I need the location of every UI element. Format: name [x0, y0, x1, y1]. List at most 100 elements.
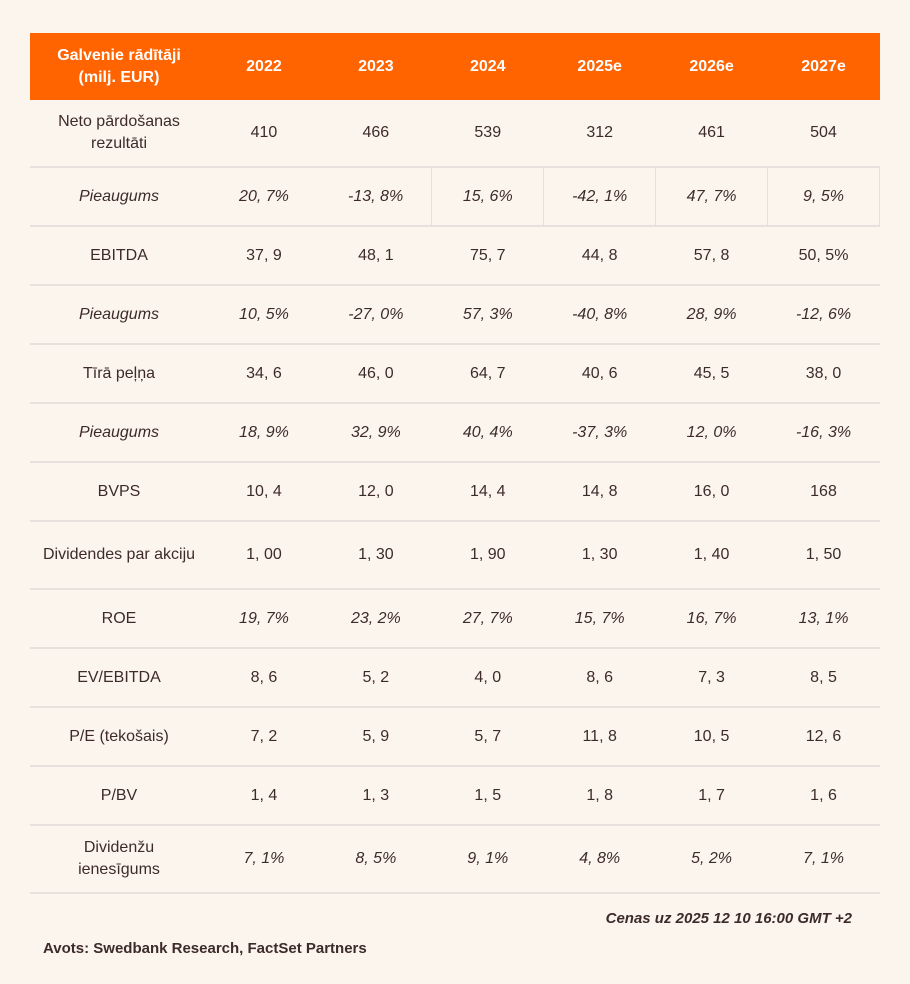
- table-cell: 312: [543, 100, 656, 168]
- row-label: Tīrā peļņa: [30, 344, 208, 404]
- table-header-row: Galvenie rādītāji (milj. EUR) 2022 2023 202…: [30, 33, 880, 100]
- table-row: Pieaugums 10, 5% -27, 0% 57, 3% -40, 8% 28, 9…: [30, 285, 880, 345]
- table-cell: 14, 8: [543, 462, 656, 522]
- row-label: Pieaugums: [30, 167, 208, 227]
- row-label: Neto pārdošanas rezultāti: [30, 100, 208, 168]
- table-cell: 23, 2%: [319, 589, 432, 649]
- table-cell: 64, 7: [431, 344, 544, 404]
- row-label: ROE: [30, 589, 208, 649]
- table-cell: 13, 1%: [767, 589, 880, 649]
- table-cell: 1, 4: [208, 766, 320, 826]
- table-cell: 1, 90: [431, 521, 544, 590]
- table-cell: 15, 7%: [543, 589, 656, 649]
- table-cell: -27, 0%: [319, 285, 432, 345]
- row-label: BVPS: [30, 462, 208, 522]
- table-cell: 46, 0: [319, 344, 432, 404]
- source-note: Avots: Swedbank Research, FactSet Partne…: [43, 940, 367, 957]
- table-cell: 34, 6: [208, 344, 320, 404]
- table-cell: 47, 7%: [655, 167, 768, 227]
- row-label: Dividendes par akciju: [30, 521, 208, 590]
- table-row: Pieaugums 20, 7% -13, 8% 15, 6% -42, 1% 47, 7…: [30, 167, 880, 227]
- table-cell: -40, 8%: [543, 285, 656, 345]
- header-year: 2022: [208, 33, 320, 100]
- table-cell: 8, 5: [767, 648, 880, 708]
- table-cell: 9, 5%: [767, 167, 880, 227]
- table-cell: 5, 9: [319, 707, 432, 767]
- table-cell: 12, 0%: [655, 403, 768, 463]
- table-cell: 12, 6: [767, 707, 880, 767]
- table-cell: 45, 5: [655, 344, 768, 404]
- table-cell: -37, 3%: [543, 403, 656, 463]
- header-metric: Galvenie rādītāji (milj. EUR): [30, 33, 208, 100]
- table-row: BVPS 10, 4 12, 0 14, 4 14, 8 16, 0 168: [30, 462, 880, 522]
- table-cell: 44, 8: [543, 226, 656, 286]
- table-cell: 1, 8: [543, 766, 656, 826]
- table-cell: 15, 6%: [431, 167, 544, 227]
- table-cell: 1, 00: [208, 521, 320, 590]
- table-cell: 48, 1: [319, 226, 432, 286]
- row-label: EBITDA: [30, 226, 208, 286]
- table-cell: 50, 5%: [767, 226, 880, 286]
- table-cell: 5, 2: [319, 648, 432, 708]
- table-cell: 40, 4%: [431, 403, 544, 463]
- table-cell: 38, 0: [767, 344, 880, 404]
- key-figures-table: Galvenie rādītāji (milj. EUR) 2022 2023 202…: [30, 33, 880, 894]
- header-year: 2026e: [655, 33, 768, 100]
- table-cell: 57, 3%: [431, 285, 544, 345]
- table-cell: 40, 6: [543, 344, 656, 404]
- table-cell: 16, 0: [655, 462, 768, 522]
- table-row: P/E (tekošais) 7, 2 5, 9 5, 7 11, 8 10, 5 12, …: [30, 707, 880, 767]
- table-cell: 10, 5%: [208, 285, 320, 345]
- table-cell: 27, 7%: [431, 589, 544, 649]
- row-label: Dividenžu ienesīgums: [30, 825, 208, 894]
- table-cell: 7, 3: [655, 648, 768, 708]
- table-cell: 14, 4: [431, 462, 544, 522]
- table-cell: 37, 9: [208, 226, 320, 286]
- table-cell: 1, 30: [319, 521, 432, 590]
- table-cell: 4, 8%: [543, 825, 656, 894]
- row-label: EV/EBITDA: [30, 648, 208, 708]
- table-cell: 1, 7: [655, 766, 768, 826]
- table-cell: 8, 6: [543, 648, 656, 708]
- table-row: Dividenžu ienesīgums 7, 1% 8, 5% 9, 1% 4, 8%…: [30, 825, 880, 894]
- table-cell: 168: [767, 462, 880, 522]
- table-row: Tīrā peļņa 34, 6 46, 0 64, 7 40, 6 45, 5 38, 0: [30, 344, 880, 404]
- table-cell: 466: [319, 100, 432, 168]
- table-cell: 20, 7%: [208, 167, 320, 227]
- table-cell: 11, 8: [543, 707, 656, 767]
- table-cell: 7, 2: [208, 707, 320, 767]
- table-cell: 16, 7%: [655, 589, 768, 649]
- table-cell: 9, 1%: [431, 825, 544, 894]
- table-cell: 7, 1%: [208, 825, 320, 894]
- table-row: EV/EBITDA 8, 6 5, 2 4, 0 8, 6 7, 3 8, 5: [30, 648, 880, 708]
- table-cell: 1, 30: [543, 521, 656, 590]
- table-row: ROE 19, 7% 23, 2% 27, 7% 15, 7% 16, 7% 13, 1%: [30, 589, 880, 649]
- table-cell: 539: [431, 100, 544, 168]
- table-cell: 461: [655, 100, 768, 168]
- row-label: Pieaugums: [30, 403, 208, 463]
- table-row: EBITDA 37, 9 48, 1 75, 7 44, 8 57, 8 50, 5%: [30, 226, 880, 286]
- table-cell: 32, 9%: [319, 403, 432, 463]
- table-cell: 10, 4: [208, 462, 320, 522]
- table-cell: 57, 8: [655, 226, 768, 286]
- price-date-note: Cenas uz 2025 12 10 16:00 GMT +2: [605, 910, 852, 927]
- table-cell: 1, 40: [655, 521, 768, 590]
- table-cell: 75, 7: [431, 226, 544, 286]
- header-year: 2023: [319, 33, 432, 100]
- table-row: Neto pārdošanas rezultāti 410 466 539 312 461…: [30, 100, 880, 168]
- table-cell: 10, 5: [655, 707, 768, 767]
- table-cell: 18, 9%: [208, 403, 320, 463]
- table-row: Dividendes par akciju 1, 00 1, 30 1, 90 1, 3…: [30, 521, 880, 590]
- table-cell: 1, 50: [767, 521, 880, 590]
- row-label: P/BV: [30, 766, 208, 826]
- table-cell: 410: [208, 100, 320, 168]
- table-cell: 28, 9%: [655, 285, 768, 345]
- table-cell: 19, 7%: [208, 589, 320, 649]
- table-cell: 12, 0: [319, 462, 432, 522]
- table-cell: 1, 6: [767, 766, 880, 826]
- table-cell: -42, 1%: [543, 167, 656, 227]
- table-cell: 8, 6: [208, 648, 320, 708]
- table-cell: 7, 1%: [767, 825, 880, 894]
- table-cell: -12, 6%: [767, 285, 880, 345]
- table-cell: 4, 0: [431, 648, 544, 708]
